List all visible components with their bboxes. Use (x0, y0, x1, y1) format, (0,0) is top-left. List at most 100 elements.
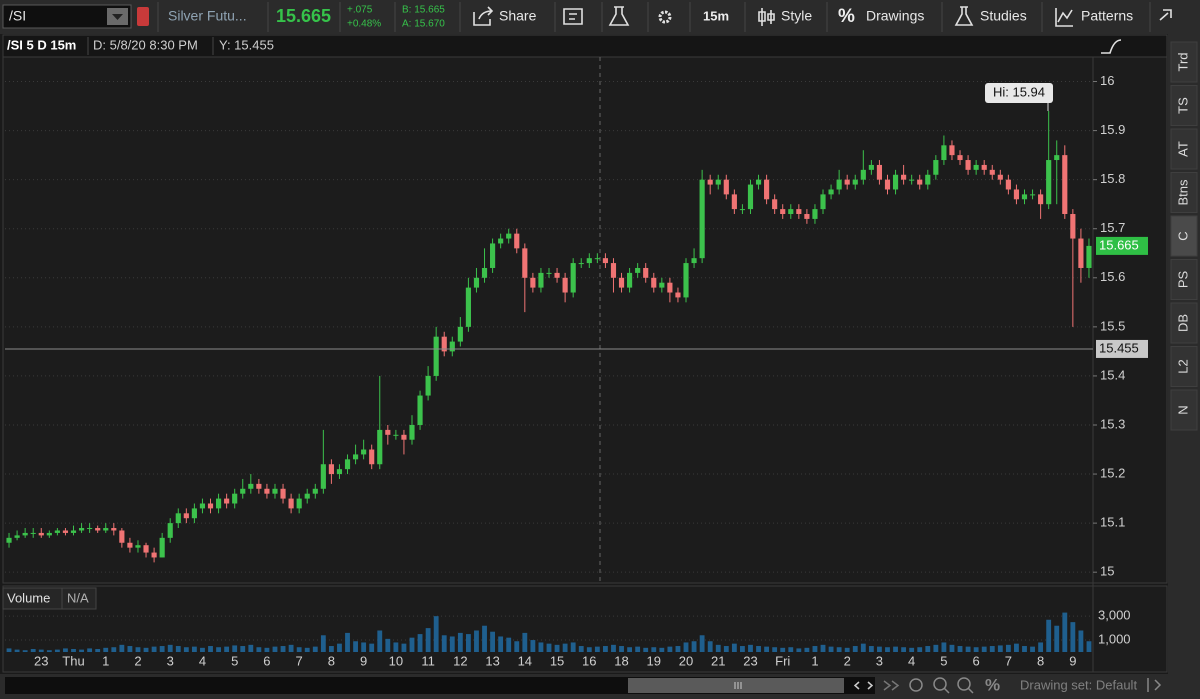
candle-body (820, 194, 826, 210)
cursor-value: Y: 15.455 (219, 37, 274, 52)
net-change: +.075 (347, 5, 373, 16)
drawings-button[interactable]: Drawings (866, 8, 924, 24)
volume-bar (320, 635, 326, 652)
side-tab[interactable] (1170, 389, 1198, 431)
volume-bar (127, 646, 133, 652)
style-button[interactable]: Style (781, 8, 812, 24)
volume-bar (71, 649, 76, 652)
candle-body (78, 528, 85, 531)
volume-bar (208, 646, 213, 652)
y-tick-label: 15.5 (1100, 318, 1125, 333)
candle-body (965, 160, 971, 170)
patterns-button[interactable]: Patterns (1081, 8, 1133, 24)
side-tab[interactable] (1170, 128, 1198, 170)
volume-bar (312, 646, 318, 652)
candle-body (852, 179, 858, 185)
scroll-thumb[interactable] (628, 678, 844, 693)
scale-icon[interactable] (1101, 39, 1122, 54)
toolbar (0, 0, 1200, 34)
candle-body (264, 488, 270, 494)
zoom-icons[interactable] (909, 677, 974, 694)
symbol-input[interactable] (2, 4, 132, 29)
candle-body (651, 277, 657, 288)
candle-body (288, 498, 294, 509)
flask-icon[interactable] (608, 6, 630, 26)
timeframe-button[interactable]: 15m (703, 8, 729, 23)
side-tab-label: C (1175, 231, 1190, 240)
candle-body (151, 552, 157, 558)
candle-body (747, 184, 754, 210)
candle-body (804, 214, 810, 219)
candle-body (167, 523, 173, 538)
y-tick-label: 15.6 (1100, 269, 1125, 284)
candle-body (562, 277, 568, 293)
volume-bar (183, 647, 189, 652)
candle-body (1062, 155, 1068, 215)
side-tab[interactable] (1170, 172, 1198, 213)
candle-body (917, 179, 923, 185)
side-tabs: Trd TS AT Btns C PS DB L2 N (1170, 41, 1198, 431)
studies-button[interactable]: Studies (980, 8, 1027, 24)
scroll-arrows[interactable] (853, 681, 874, 690)
candle-body (46, 532, 52, 536)
last-price-tag (1096, 236, 1148, 255)
percent-icon[interactable]: % (985, 675, 1000, 694)
share-button[interactable]: Share (499, 8, 537, 24)
volume-title: Volume (7, 590, 50, 605)
popout-icon[interactable] (1159, 9, 1172, 21)
volume-bar (385, 638, 391, 652)
y-tick-label: 15.2 (1100, 465, 1125, 480)
x-tick-label: 4 (199, 653, 206, 668)
share-icon (473, 6, 494, 26)
x-tick-label: 6 (263, 653, 270, 668)
volume-bar (441, 635, 447, 652)
candle-body (215, 498, 222, 509)
candle-body (973, 164, 979, 170)
volume-bar (506, 637, 512, 652)
candle-body (796, 209, 802, 215)
volume-bar (1054, 625, 1060, 652)
style-icon (758, 8, 775, 26)
volume-bar (14, 649, 20, 652)
volume-bar (828, 646, 834, 652)
volume-bar (997, 645, 1003, 652)
volume-bar (63, 648, 68, 652)
y-tick-label: 15.8 (1100, 171, 1125, 186)
candle-body (981, 164, 987, 170)
volume-bar (1046, 619, 1052, 652)
candle-body (54, 530, 60, 533)
candle-body (530, 277, 536, 288)
candle-body (175, 513, 181, 524)
link-icon[interactable] (137, 7, 149, 26)
volume-bar (498, 636, 504, 652)
volume-bar (546, 643, 552, 652)
x-tick-label: 9 (1069, 653, 1076, 668)
volume-bar (586, 647, 592, 652)
side-tab[interactable] (1170, 215, 1198, 257)
x-tick-label: 5 (231, 653, 238, 668)
expand-icon[interactable] (883, 680, 900, 691)
x-tick-label: 4 (908, 653, 915, 668)
side-tab[interactable] (1170, 85, 1198, 126)
volume-bar (715, 644, 721, 652)
volume-bar (95, 649, 101, 652)
candle-body (473, 277, 480, 288)
x-tick-label: 13 (485, 653, 499, 668)
footer-icon[interactable] (1147, 678, 1162, 692)
volume-bar (1030, 646, 1035, 652)
candle-body (594, 258, 600, 260)
volume-bar (369, 643, 375, 652)
drawing-set[interactable]: Drawing set: Default (1020, 677, 1137, 692)
candle-body (127, 542, 133, 548)
side-tab[interactable] (1170, 302, 1198, 344)
side-tab[interactable] (1170, 41, 1198, 83)
volume-tick-label: 1,000 (1098, 631, 1131, 646)
candle-body (159, 537, 165, 558)
crosshair-tag (1096, 339, 1148, 358)
side-tab[interactable] (1170, 346, 1198, 387)
volume-bar (216, 647, 221, 652)
snapshot-icon[interactable] (563, 8, 583, 25)
candle-body (441, 336, 447, 352)
settings-icon[interactable] (658, 10, 672, 24)
side-tab[interactable] (1170, 259, 1198, 300)
